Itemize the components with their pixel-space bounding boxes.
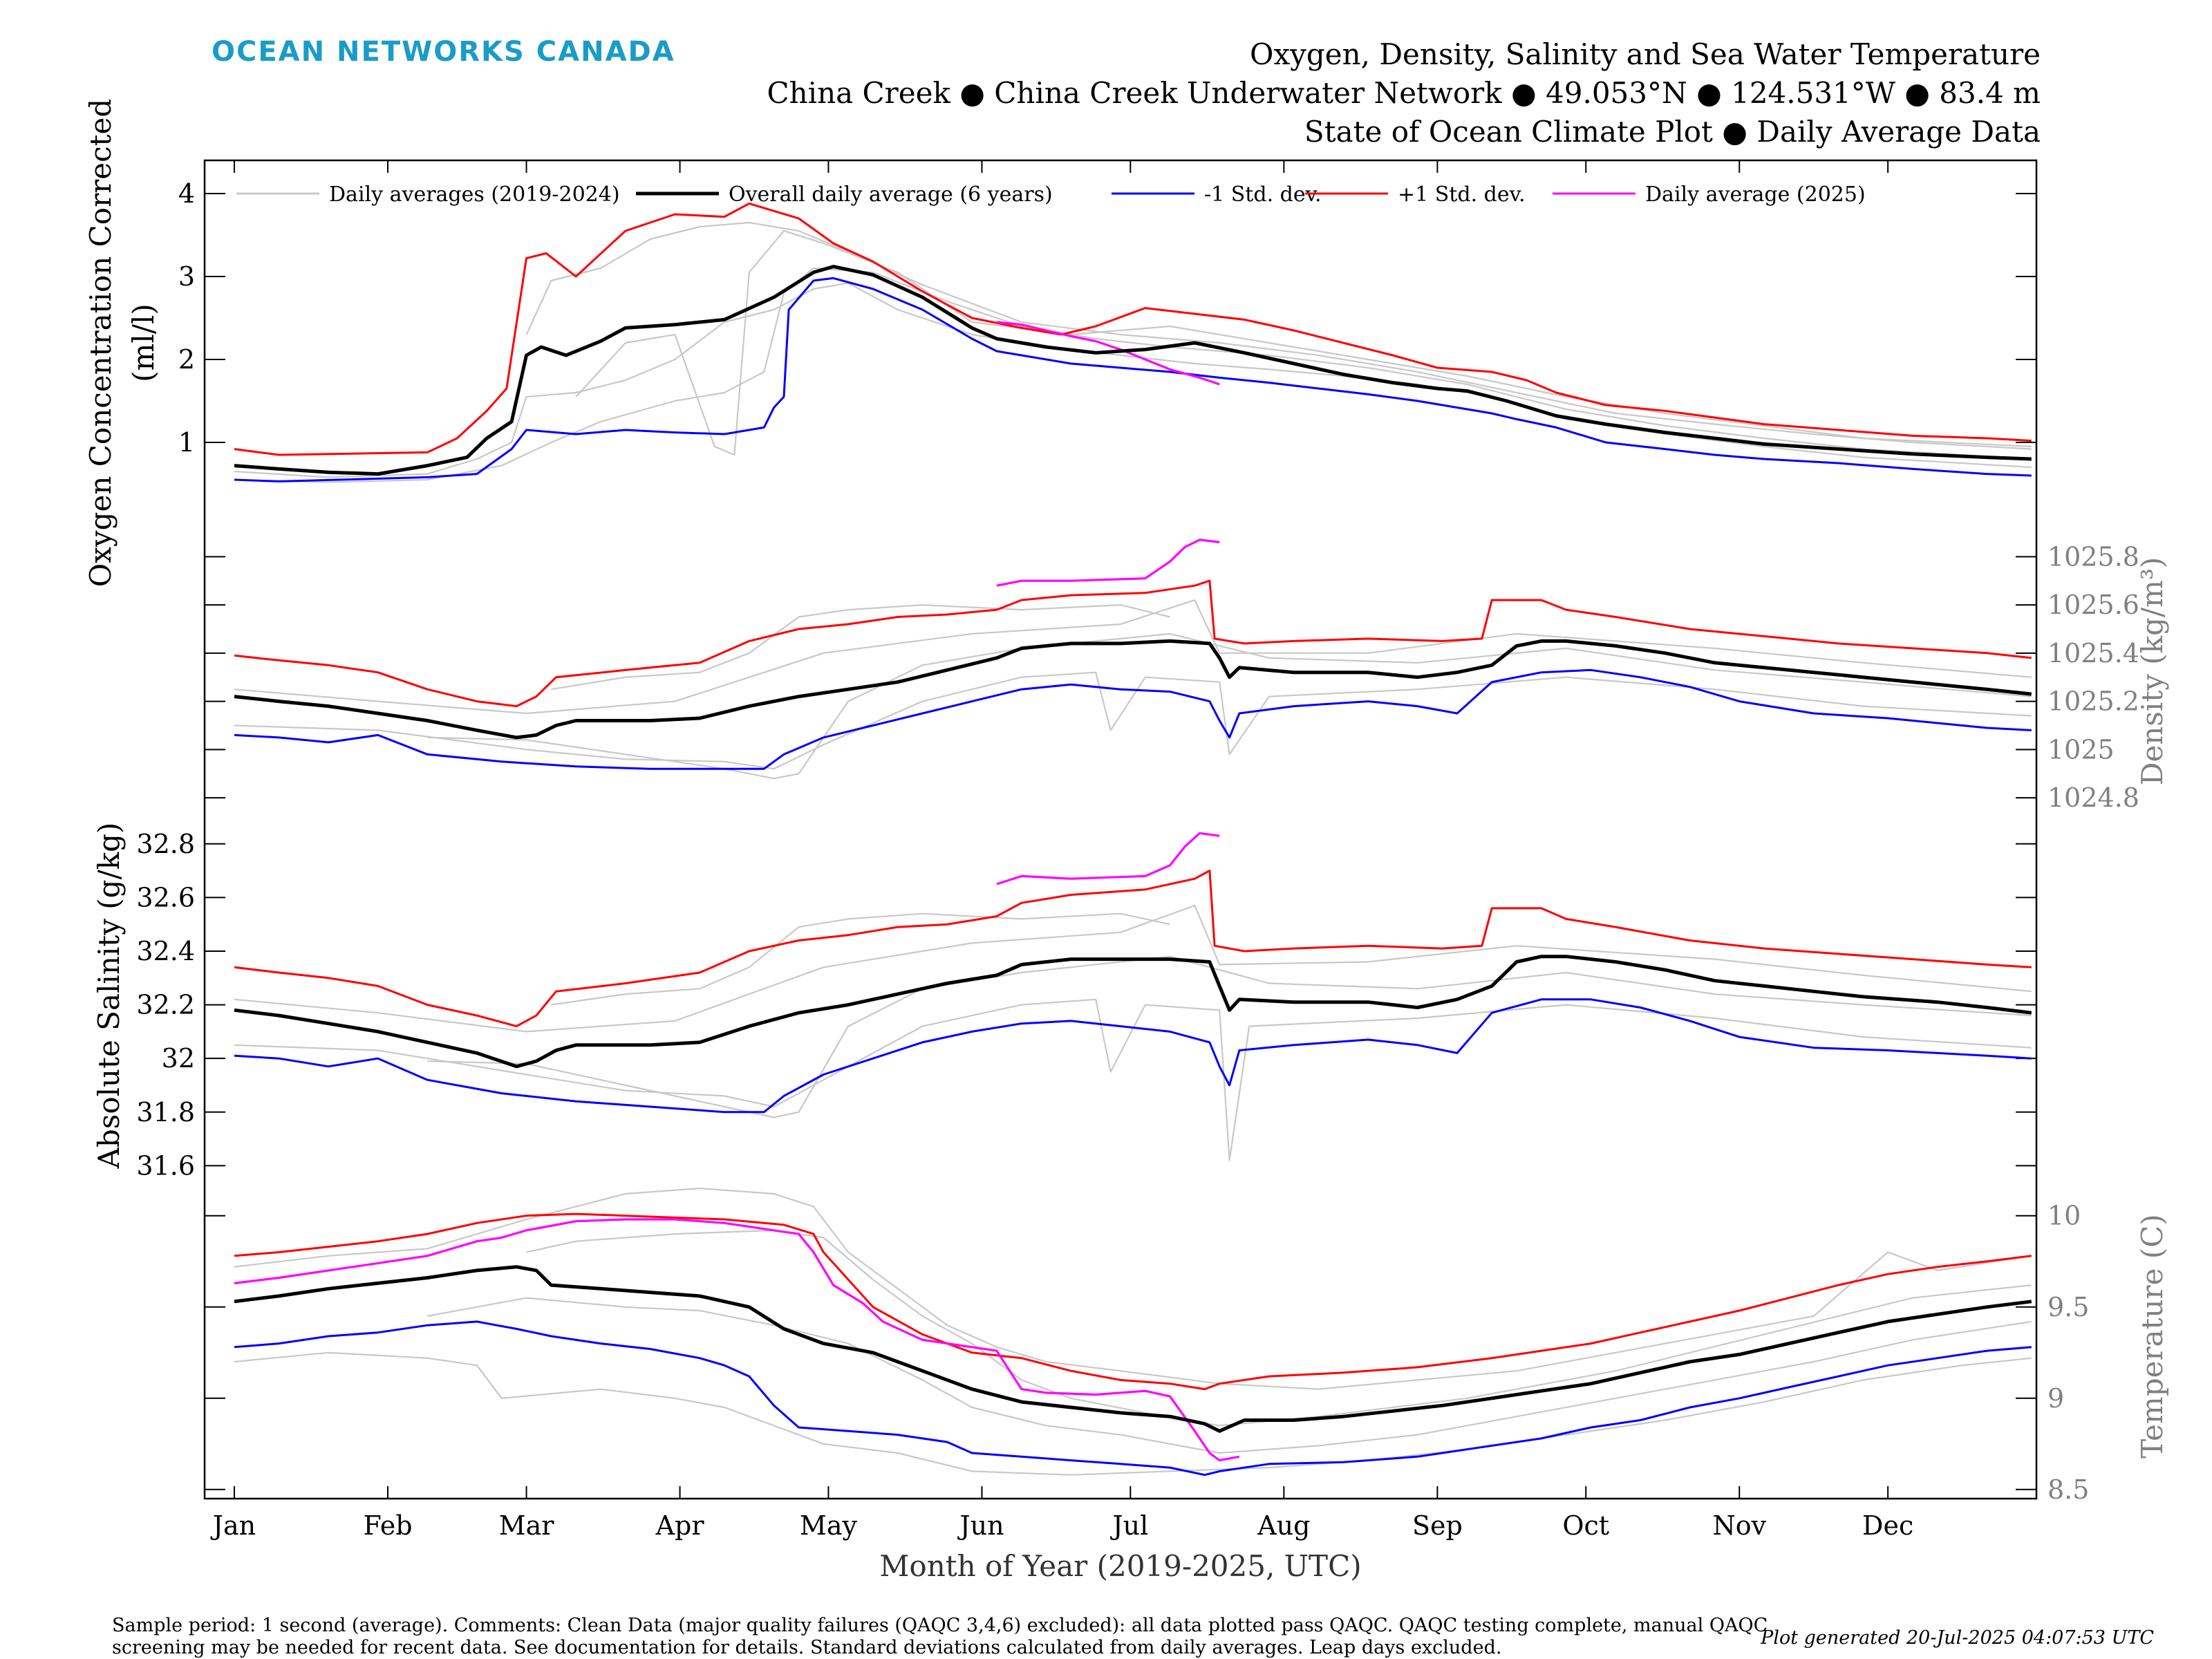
panel-density: 1024.8 1025 1025.2 1025.4 1025.6 1025.8Densit… <box>205 538 2169 813</box>
series-group <box>234 202 2032 483</box>
series-line-current <box>234 1218 1240 1462</box>
y-tick-label: 2 <box>178 344 195 375</box>
series-line-plus_std <box>234 579 2032 708</box>
x-tick-label: Aug <box>1257 1510 1310 1541</box>
x-tick-label: Sep <box>1412 1510 1463 1541</box>
series-line-minus_std <box>234 1320 2032 1477</box>
series-line-history <box>234 998 2032 1161</box>
y-tick-label: 32.6 <box>136 882 195 912</box>
legend-label: Daily average (2025) <box>1645 182 1866 207</box>
x-tick-label: Feb <box>363 1510 412 1541</box>
series-line-history <box>526 1229 2032 1427</box>
series-line-history <box>575 229 2032 456</box>
series-line-current <box>996 538 1220 587</box>
y-tick-label: 8.5 <box>2047 1474 2089 1505</box>
x-axis-label: Month of Year (2019-2025, UTC) <box>879 1549 1361 1583</box>
x-tick-label: Jul <box>1109 1510 1148 1541</box>
footer-generated: Plot generated 20-Jul-2025 04:07:53 UTC <box>1761 1627 2154 1649</box>
series-line-history <box>551 604 1170 691</box>
series-line-minus_std <box>234 998 2032 1114</box>
x-tick-label: May <box>800 1510 858 1541</box>
legend-label: +1 Std. dev. <box>1398 182 1526 207</box>
y-axis-label: Absolute Salinity (g/kg) <box>92 823 126 1170</box>
series-line-mean <box>234 265 2032 476</box>
series-line-history <box>234 267 2032 483</box>
x-tick-label: Mar <box>499 1510 555 1541</box>
series-line-history <box>234 599 2032 715</box>
series-line-plus_std <box>234 870 2032 1028</box>
y-tick-label: 1025.8 <box>2047 541 2139 572</box>
x-tick-label: Nov <box>1712 1510 1766 1541</box>
series-line-history <box>234 1351 2032 1476</box>
panel-temperature: 8.5 9 9.5 10 Temperature (C) <box>205 1188 2169 1505</box>
series-group <box>234 538 2032 780</box>
y-tick-label: 9.5 <box>2047 1292 2089 1322</box>
series-line-current <box>996 321 1220 386</box>
series-line-mean <box>234 1265 2032 1433</box>
y-tick-label: 10 <box>2047 1201 2081 1231</box>
series-line-mean <box>234 955 2032 1069</box>
y-tick-label: 1025.4 <box>2047 638 2139 668</box>
y-tick-label: 32.8 <box>136 829 195 859</box>
series-line-history <box>234 904 2032 1033</box>
y-tick-label: 1025 <box>2047 734 2115 765</box>
x-tick-label: Jun <box>957 1510 1004 1541</box>
y-axis-label: Oxygen Concentration Corrected <box>84 99 118 587</box>
series-line-plus_std <box>234 1212 2032 1391</box>
series-group <box>234 1188 2032 1477</box>
series-line-current <box>996 832 1220 885</box>
footer-comments: Sample period: 1 second (average). Comme… <box>112 1615 1768 1658</box>
legend-label: -1 Std. dev. <box>1204 182 1322 207</box>
y-tick-label: 32.4 <box>136 936 195 966</box>
series-line-minus_std <box>234 276 2032 482</box>
panel-salinity: 31.6 31.8 32 32.2 32.4 32.6 32.8 Absolute Salin… <box>92 823 2036 1181</box>
y-tick-label: 4 <box>178 178 195 209</box>
x-tick-label: Apr <box>655 1510 705 1541</box>
y-tick-label: 1025.2 <box>2047 686 2139 717</box>
series-line-history <box>234 671 2032 770</box>
y-tick-label: 1024.8 <box>2047 782 2139 813</box>
series-line-history <box>234 1188 2032 1390</box>
series-line-history <box>525 221 2032 450</box>
y-axis-label: Density (kg/m³) <box>2135 557 2169 785</box>
y-tick-label: 9 <box>2047 1383 2064 1414</box>
x-tick-label: Dec <box>1862 1510 1913 1541</box>
y-tick-label: 1025.6 <box>2047 590 2139 620</box>
y-tick-label: 32 <box>162 1043 195 1074</box>
y-tick-label: 3 <box>178 261 195 292</box>
legend-label: Overall daily average (6 years) <box>729 182 1053 207</box>
chart-subtitle: State of Ocean Climate Plot ● Daily Aver… <box>1304 115 2041 149</box>
y-tick-label: 31.8 <box>136 1097 195 1127</box>
series-line-history <box>427 632 2032 780</box>
y-tick-label: 32.2 <box>136 990 195 1020</box>
series-line-history <box>427 1297 2032 1454</box>
series-group <box>234 832 2032 1161</box>
series-line-mean <box>234 639 2032 740</box>
series-line-minus_std <box>234 668 2032 770</box>
legend-label: Daily averages (2019-2024) <box>329 182 620 207</box>
panel-oxygen: 1 2 3 4 Oxygen Concentration Corrected (ml/l) <box>84 99 2036 587</box>
legend: Daily averages (2019-2024) Overall daily … <box>236 182 1866 207</box>
x-tick-label: Jan <box>210 1510 256 1541</box>
series-line-history <box>551 912 1170 1006</box>
chart-area: Jan Feb Mar Apr May Jun Jul Aug Sep Oct Nov Dec Mont… <box>84 99 2169 1583</box>
y-tick-label: 31.6 <box>136 1150 195 1181</box>
y-tick-label: 1 <box>178 427 195 458</box>
y-axis-label: (ml/l) <box>126 303 160 382</box>
chart-location: China Creek ● China Creek Underwater Net… <box>767 76 2041 110</box>
y-axis-label: Temperature (C) <box>2135 1214 2169 1458</box>
chart-title: Oxygen, Density, Salinity and Sea Water … <box>1250 37 2041 71</box>
plot-frame <box>203 159 2038 1500</box>
x-tick-label: Oct <box>1562 1510 1609 1541</box>
brand-logo: OCEAN NETWORKS CANADA <box>212 36 675 68</box>
